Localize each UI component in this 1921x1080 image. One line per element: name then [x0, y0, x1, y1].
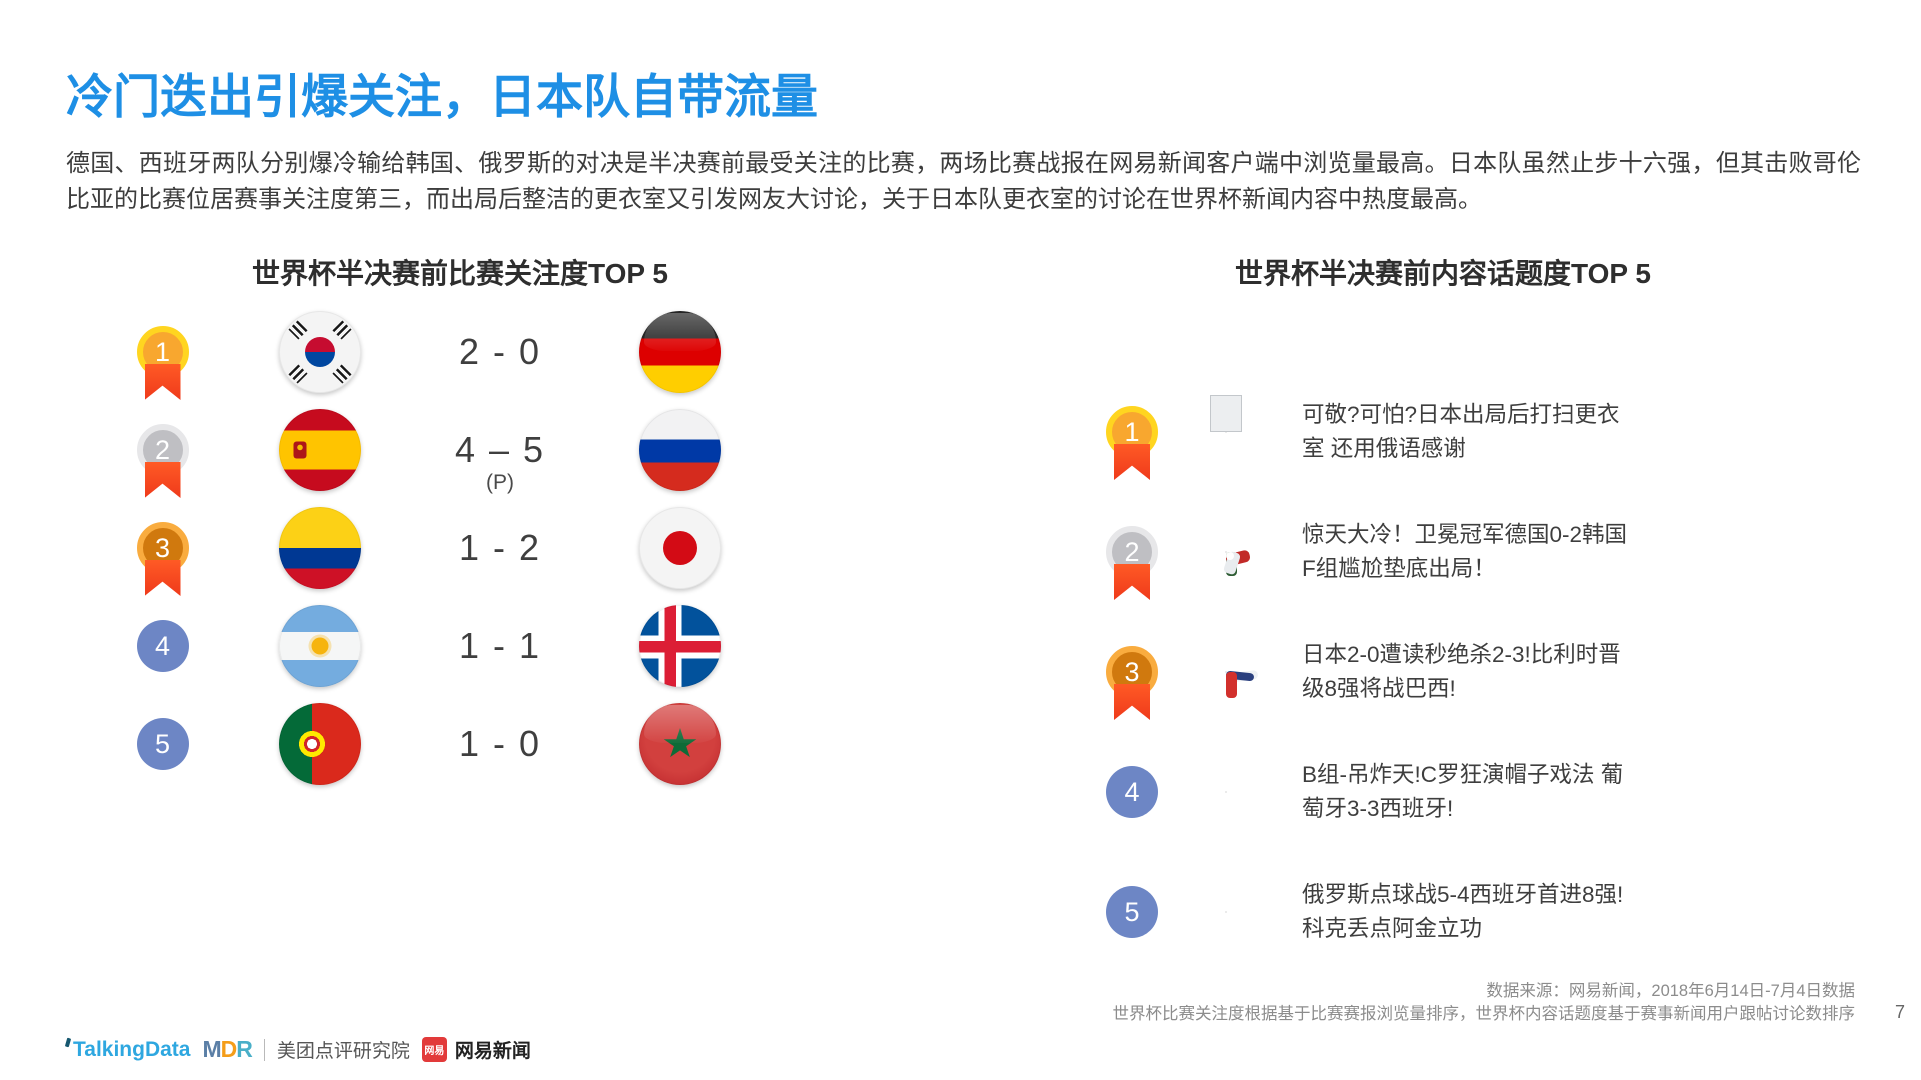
news-headline: 日本2-0遭读秒绝杀2-3!比利时晋级8强将战巴西!: [1302, 642, 1621, 701]
rank-bronze-medal-badge: 3: [136, 522, 189, 574]
match-score-cell: 4 – 5 (P): [454, 429, 546, 494]
flag-detail: [663, 728, 697, 758]
match-score: 1 - 2: [458, 527, 542, 568]
rank-bronze-medal-badge: 3: [1106, 646, 1158, 698]
rank-circle-badge: 5: [136, 718, 189, 770]
topic-row: 3 日本2-0遭读秒绝杀2-3!比利时晋级8强将战巴西!: [1100, 612, 1640, 732]
match-ranking-list: 1 2 - 0 2 4 – 5 (P) 3 1 - 2 4 1 - 1 5 1 - 0: [85, 303, 880, 793]
news-headline: 俄罗斯点球战5-4西班牙首进8强!科克丢点阿金立功: [1302, 882, 1624, 941]
mdr-letter: M: [202, 1036, 221, 1062]
rank-silver-medal-badge: 2: [136, 424, 189, 476]
flag-argentina-icon: [279, 605, 361, 687]
flag-detail: [288, 320, 308, 340]
news-headline: 可敬?可怕?日本出局后打扫更衣室 还用俄语感谢: [1302, 402, 1620, 461]
mdr-letter: R: [236, 1036, 253, 1062]
flag-detail: [311, 637, 329, 655]
left-panel-heading: 世界杯半决赛前比赛关注度TOP 5: [252, 258, 668, 289]
topic-row: 1 可敬?可怕?日本出局后打扫更衣室 还用俄语感谢: [1100, 372, 1640, 492]
flag-portugal-icon: [279, 703, 361, 785]
flag-morocco-icon: [639, 703, 721, 785]
match-score: 2 - 0: [458, 331, 542, 372]
match-score: 1 - 1: [458, 625, 542, 666]
topic-row: 2 惊天大冷！卫冕冠军德国0-2韩国 F组尴尬垫底出局！: [1100, 492, 1640, 612]
flag-detail: [288, 364, 308, 384]
flag-detail: [332, 320, 352, 340]
match-score-cell: 1 - 2: [459, 527, 541, 569]
flag-detail: [332, 364, 352, 384]
rank-circle-badge: 4: [136, 620, 189, 672]
mdr-letter: D: [220, 1036, 238, 1062]
match-row: 1 2 - 0: [85, 303, 880, 401]
match-row: 4 1 - 1: [85, 597, 880, 695]
talkingdata-logo: TalkingData: [64, 1037, 190, 1062]
page-number: 7: [1894, 1002, 1905, 1022]
rank-circle-badge: 4: [1106, 766, 1158, 818]
flag-colombia-icon: [279, 507, 361, 589]
match-score: 1 - 0: [458, 723, 542, 764]
source-line-1: 数据来源：网易新闻，2018年6月14日-7月4日数据: [1486, 982, 1855, 1000]
footer-logos: TalkingData MDR 美团点评研究院 网易 网易新闻: [64, 1036, 531, 1063]
flag-detail: [293, 441, 307, 459]
topic-row: 4 B组-吊炸天!C罗狂演帽子戏法 葡萄牙3-3西班牙!: [1100, 732, 1640, 852]
talkingdata-tick-icon: [64, 1037, 72, 1047]
flag-detail: [663, 531, 697, 565]
flag-iceland-icon: [639, 605, 721, 687]
netease-app-icon: 网易: [421, 1037, 447, 1062]
flag-germany-icon: [639, 311, 721, 393]
news-headline: 惊天大冷！卫冕冠军德国0-2韩国 F组尴尬垫底出局！: [1302, 522, 1628, 581]
match-row: 2 4 – 5 (P): [85, 401, 880, 499]
match-score-cell: 1 - 1: [459, 625, 541, 667]
flag-spain-icon: [279, 409, 361, 491]
match-score-cell: 1 - 0: [459, 723, 541, 765]
mdr-logo: MDR: [202, 1036, 253, 1063]
meituan-dianping-institute-label: 美团点评研究院: [276, 1041, 410, 1062]
source-line-2: 世界杯比赛关注度根据基于比赛赛报浏览量排序，世界杯内容话题度基于赛事新闻用户跟帖…: [1112, 1005, 1856, 1024]
penalty-note: (P): [485, 471, 514, 494]
flag-japan-icon: [639, 507, 721, 589]
match-row: 5 1 - 0: [85, 695, 880, 793]
flag-detail: [297, 730, 326, 758]
news-headline: B组-吊炸天!C罗狂演帽子戏法 葡萄牙3-3西班牙!: [1302, 762, 1624, 821]
rank-circle-badge: 5: [1106, 886, 1158, 938]
page-title: 冷门迭出引爆关注，日本队自带流量: [66, 70, 818, 123]
rank-silver-medal-badge: 2: [1106, 526, 1158, 578]
topic-row: 5 俄罗斯点球战5-4西班牙首进8强!科克丢点阿金立功: [1100, 852, 1640, 972]
match-score: 4 – 5: [454, 429, 546, 470]
rank-gold-medal-badge: 1: [136, 326, 189, 378]
netease-news-label: 网易新闻: [454, 1041, 531, 1062]
flag-russia-icon: [639, 409, 721, 491]
flag-detail: [305, 337, 335, 367]
flag-south-korea-icon: [279, 311, 361, 393]
right-panel-heading: 世界杯半决赛前内容话题度TOP 5: [1235, 258, 1651, 289]
logo-divider: [263, 1038, 265, 1061]
rank-gold-medal-badge: 1: [1106, 406, 1158, 458]
match-score-cell: 2 - 0: [459, 331, 541, 373]
topic-ranking-list: 1 可敬?可怕?日本出局后打扫更衣室 还用俄语感谢 2 惊天大冷！卫冕冠军德国0-2韩…: [1100, 372, 1640, 972]
summary-paragraph: 德国、西班牙两队分别爆冷输给韩国、俄罗斯的对决是半决赛前最受关注的比赛，两场比赛…: [66, 150, 1861, 213]
match-row: 3 1 - 2: [85, 499, 880, 597]
data-source-note: 数据来源：网易新闻，2018年6月14日-7月4日数据 世界杯比赛关注度根据基于…: [1113, 980, 1856, 1026]
